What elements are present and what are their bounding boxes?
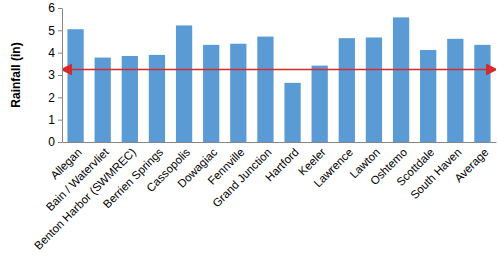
y-tick-mark [58,53,62,54]
x-tick: Lawrence [311,142,355,190]
y-tick-mark [58,30,62,31]
y-tick: 0 [48,135,62,149]
chart: 0 1 2 3 4 5 6 AlleganBain / WatervlietBenton Ha… [0,0,500,280]
bar [203,45,219,142]
y-tick: 2 [48,91,62,105]
bar [67,29,83,142]
bar [393,17,409,142]
x-tick-label: Average [452,146,491,185]
x-axis-line [63,142,497,143]
y-tick-mark [58,75,62,76]
bar [474,45,490,142]
y-tick-mark [58,97,62,98]
y-tick-label: 0 [48,135,55,149]
bar [312,66,328,142]
y-tick: 4 [48,46,62,60]
y-tick: 6 [48,1,62,15]
bar [447,39,463,142]
y-tick-label: 5 [48,24,55,38]
x-tick: Average [452,142,491,184]
bar [366,37,382,142]
y-tick-label: 3 [48,68,55,82]
y-tick-label: 1 [48,113,55,127]
marks [66,17,492,142]
bar [420,50,436,142]
y-tick: 3 [48,68,62,82]
x-tick-label: Hartford [263,146,301,184]
y-tick-label: 4 [48,46,55,60]
y-axis-title: Rainfall (in) [9,42,23,107]
y-tick: 5 [48,24,62,38]
y-tick-mark [58,8,62,9]
x-tick-label: Benton Harbor (SWMREC) [32,146,138,252]
x-tick: Hartford [263,142,301,184]
bar [95,58,111,142]
y-axis-line [62,9,63,143]
y-tick: 1 [48,113,62,127]
y-tick-label: 2 [48,91,55,105]
bar [257,37,273,142]
x-axis: AlleganBain / WatervlietBenton Harbor (S… [32,142,497,252]
y-tick-mark [58,142,62,143]
reference-line [66,69,492,71]
bar [284,83,300,142]
bar [339,38,355,142]
y-tick-mark [58,120,62,121]
y-axis: 0 1 2 3 4 5 6 [48,1,62,149]
bar [176,25,192,142]
bar [149,55,165,142]
bar [230,44,246,142]
x-tick-label: Lawrence [311,146,355,190]
plot: 0 1 2 3 4 5 6 AlleganBain / WatervlietBenton Ha… [32,1,497,252]
y-tick-label: 6 [48,1,55,15]
